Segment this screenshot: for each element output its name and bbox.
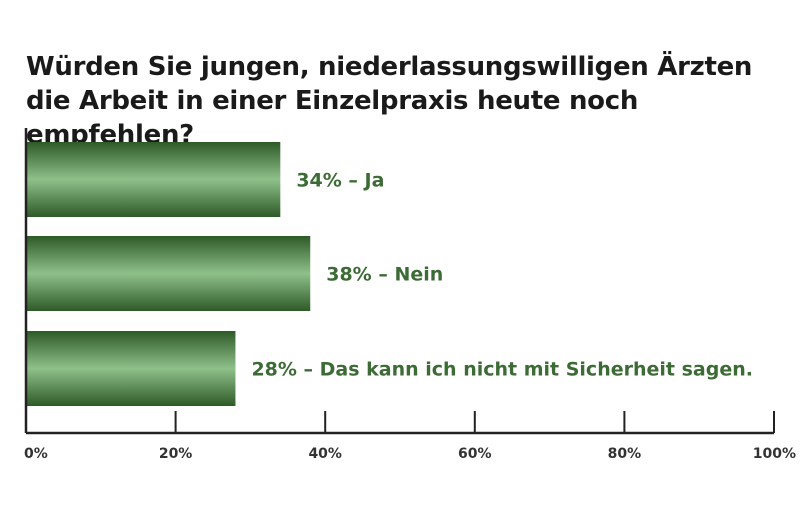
x-tick-label-4: 80% xyxy=(608,446,642,462)
bar-1 xyxy=(26,236,311,311)
x-tick-label-1: 20% xyxy=(159,446,193,462)
bar-data-label-2: 28% – Das kann ich nicht mit Sicherheit … xyxy=(251,359,753,381)
bar-0 xyxy=(26,142,281,217)
x-tick-label-0: 0% xyxy=(24,446,48,462)
bar-data-label-1: 38% – Nein xyxy=(326,264,443,286)
chart-title: Würden Sie jungen, niederlassungswillige… xyxy=(26,52,753,150)
bar-2 xyxy=(26,331,236,406)
bar-data-label-0: 34% – Ja xyxy=(296,170,384,192)
x-tick-label-2: 40% xyxy=(308,446,342,462)
x-tick-label-3: 60% xyxy=(458,446,492,462)
x-tick-label-5: 100% xyxy=(753,446,796,462)
